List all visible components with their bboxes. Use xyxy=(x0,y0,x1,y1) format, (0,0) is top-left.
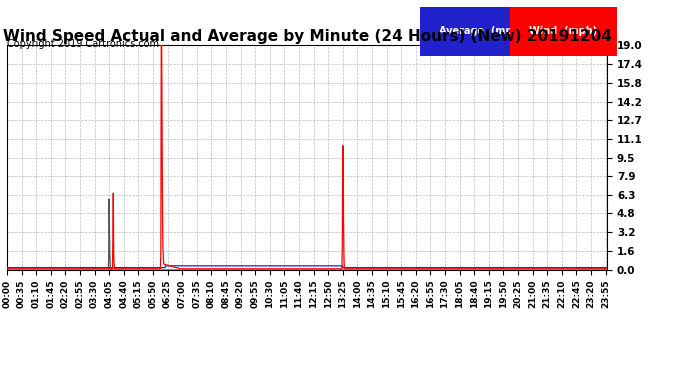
Text: Wind  (mph): Wind (mph) xyxy=(529,27,598,36)
Title: Wind Speed Actual and Average by Minute (24 Hours) (New) 20191204: Wind Speed Actual and Average by Minute … xyxy=(3,29,611,44)
Text: Copyright 2019 Cartronics.com: Copyright 2019 Cartronics.com xyxy=(7,39,159,50)
Text: Average  (mph): Average (mph) xyxy=(439,27,524,36)
